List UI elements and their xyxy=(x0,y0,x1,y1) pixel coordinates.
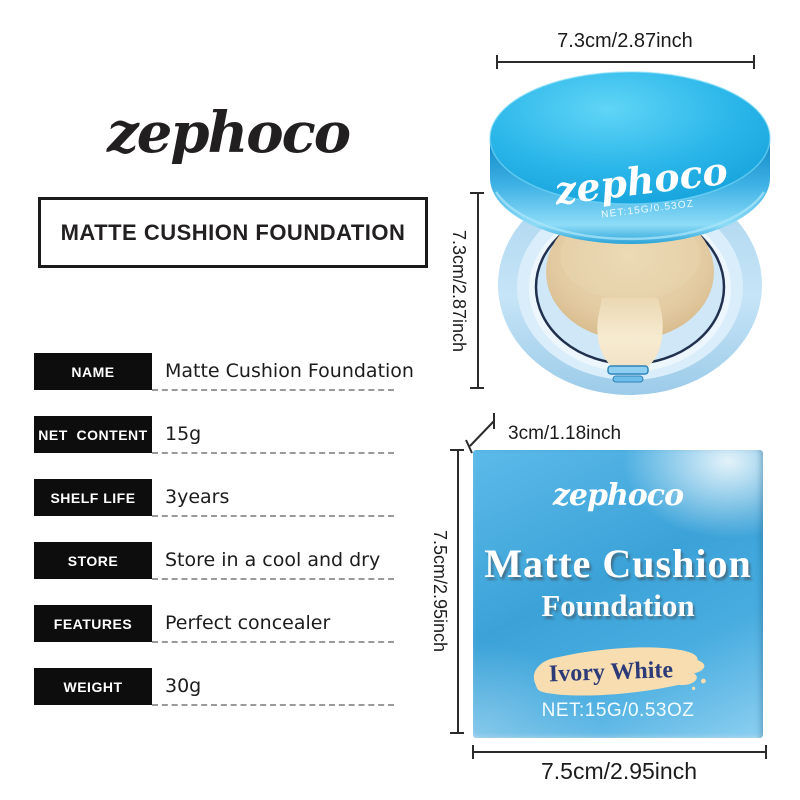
spec-label: SHELF LIFE xyxy=(50,489,136,506)
spec-label: NET CONTENT xyxy=(38,426,148,443)
spec-row-features: FEATURES Perfect concealer xyxy=(34,605,424,643)
dim-tick xyxy=(470,192,484,194)
spec-value: Store in a cool and dry xyxy=(165,549,381,571)
compact-width-dim-label: 7.3cm/2.87inch xyxy=(557,30,693,52)
dashed-divider xyxy=(152,641,394,643)
brand-logo: zephoco xyxy=(106,100,351,166)
spec-label-box: FEATURES xyxy=(34,605,152,642)
box-logo: zephoco xyxy=(552,478,684,513)
dashed-divider xyxy=(152,452,394,454)
spec-label-box: STORE xyxy=(34,542,152,579)
swatch-stroke xyxy=(534,647,705,696)
spec-row-net-content: NET CONTENT 15g xyxy=(34,416,424,454)
spec-value: Matte Cushion Foundation xyxy=(165,360,414,382)
spec-label: FEATURES xyxy=(53,615,133,632)
dim-tick xyxy=(472,745,474,759)
compact-height-dim-line xyxy=(477,193,479,389)
compact-illustration: zephoco NET:15G/0.53OZ xyxy=(489,71,771,395)
box-width-dim-label: 7.5cm/2.95inch xyxy=(541,758,697,784)
swatch-speckle xyxy=(691,686,696,691)
box-depth-dim-indicator xyxy=(465,413,495,454)
spec-value: 3years xyxy=(165,486,230,508)
box-height-dim-line xyxy=(457,450,459,733)
box-width-dim-line xyxy=(473,751,765,753)
box-height-dim-label: 7.5cm/2.95inch xyxy=(430,529,451,653)
compact-drip xyxy=(597,298,663,374)
dim-tick xyxy=(470,387,484,389)
dim-tick xyxy=(765,745,767,759)
dashed-divider xyxy=(152,515,394,517)
spec-row-weight: WEIGHT 30g xyxy=(34,668,424,706)
dim-tick xyxy=(450,449,464,451)
spec-label-box: NET CONTENT xyxy=(34,416,152,453)
spec-value: 30g xyxy=(165,675,202,697)
spec-label: WEIGHT xyxy=(63,678,123,695)
box-depth-dim-label: 3cm/1.18inch xyxy=(508,423,622,444)
spec-row-shelf-life: SHELF LIFE 3years xyxy=(34,479,424,517)
swatch-speckle xyxy=(700,678,706,684)
dim-tick xyxy=(753,55,755,69)
dim-tick xyxy=(496,55,498,69)
spec-row-store: STORE Store in a cool and dry xyxy=(34,542,424,580)
box-title-line2: Foundation xyxy=(541,588,695,623)
spec-label-box: WEIGHT xyxy=(34,668,152,705)
spec-label-box: NAME xyxy=(34,353,152,390)
shade-swatch: Ivory White xyxy=(534,647,706,696)
compact-lid: zephoco NET:15G/0.53OZ xyxy=(489,71,771,244)
spec-label-box: SHELF LIFE xyxy=(34,479,152,516)
dashed-divider xyxy=(152,704,394,706)
dashed-divider xyxy=(152,578,394,580)
box-illustration: zephoco Matte Cushion Foundation Ivory W… xyxy=(473,450,763,738)
spec-label: STORE xyxy=(67,552,119,569)
product-title: MATTE CUSHION FOUNDATION xyxy=(60,219,406,245)
compact-height-dim-label: 7.3cm/2.87inch xyxy=(449,229,470,353)
compact-clasp xyxy=(607,365,649,383)
spec-value: Perfect concealer xyxy=(165,612,331,634)
compact-width-dim-line xyxy=(497,61,753,63)
dim-tick xyxy=(450,732,464,734)
spec-row-name: NAME Matte Cushion Foundation xyxy=(34,353,424,391)
spec-label: NAME xyxy=(71,363,115,380)
box-title-line1: Matte Cushion xyxy=(484,541,752,586)
product-title-box: MATTE CUSHION FOUNDATION xyxy=(38,197,428,268)
spec-value: 15g xyxy=(165,423,202,445)
shade-swatch-label: Ivory White xyxy=(548,657,673,687)
dashed-divider xyxy=(152,389,394,391)
box-net-label: NET:15G/0.53OZ xyxy=(541,700,695,721)
